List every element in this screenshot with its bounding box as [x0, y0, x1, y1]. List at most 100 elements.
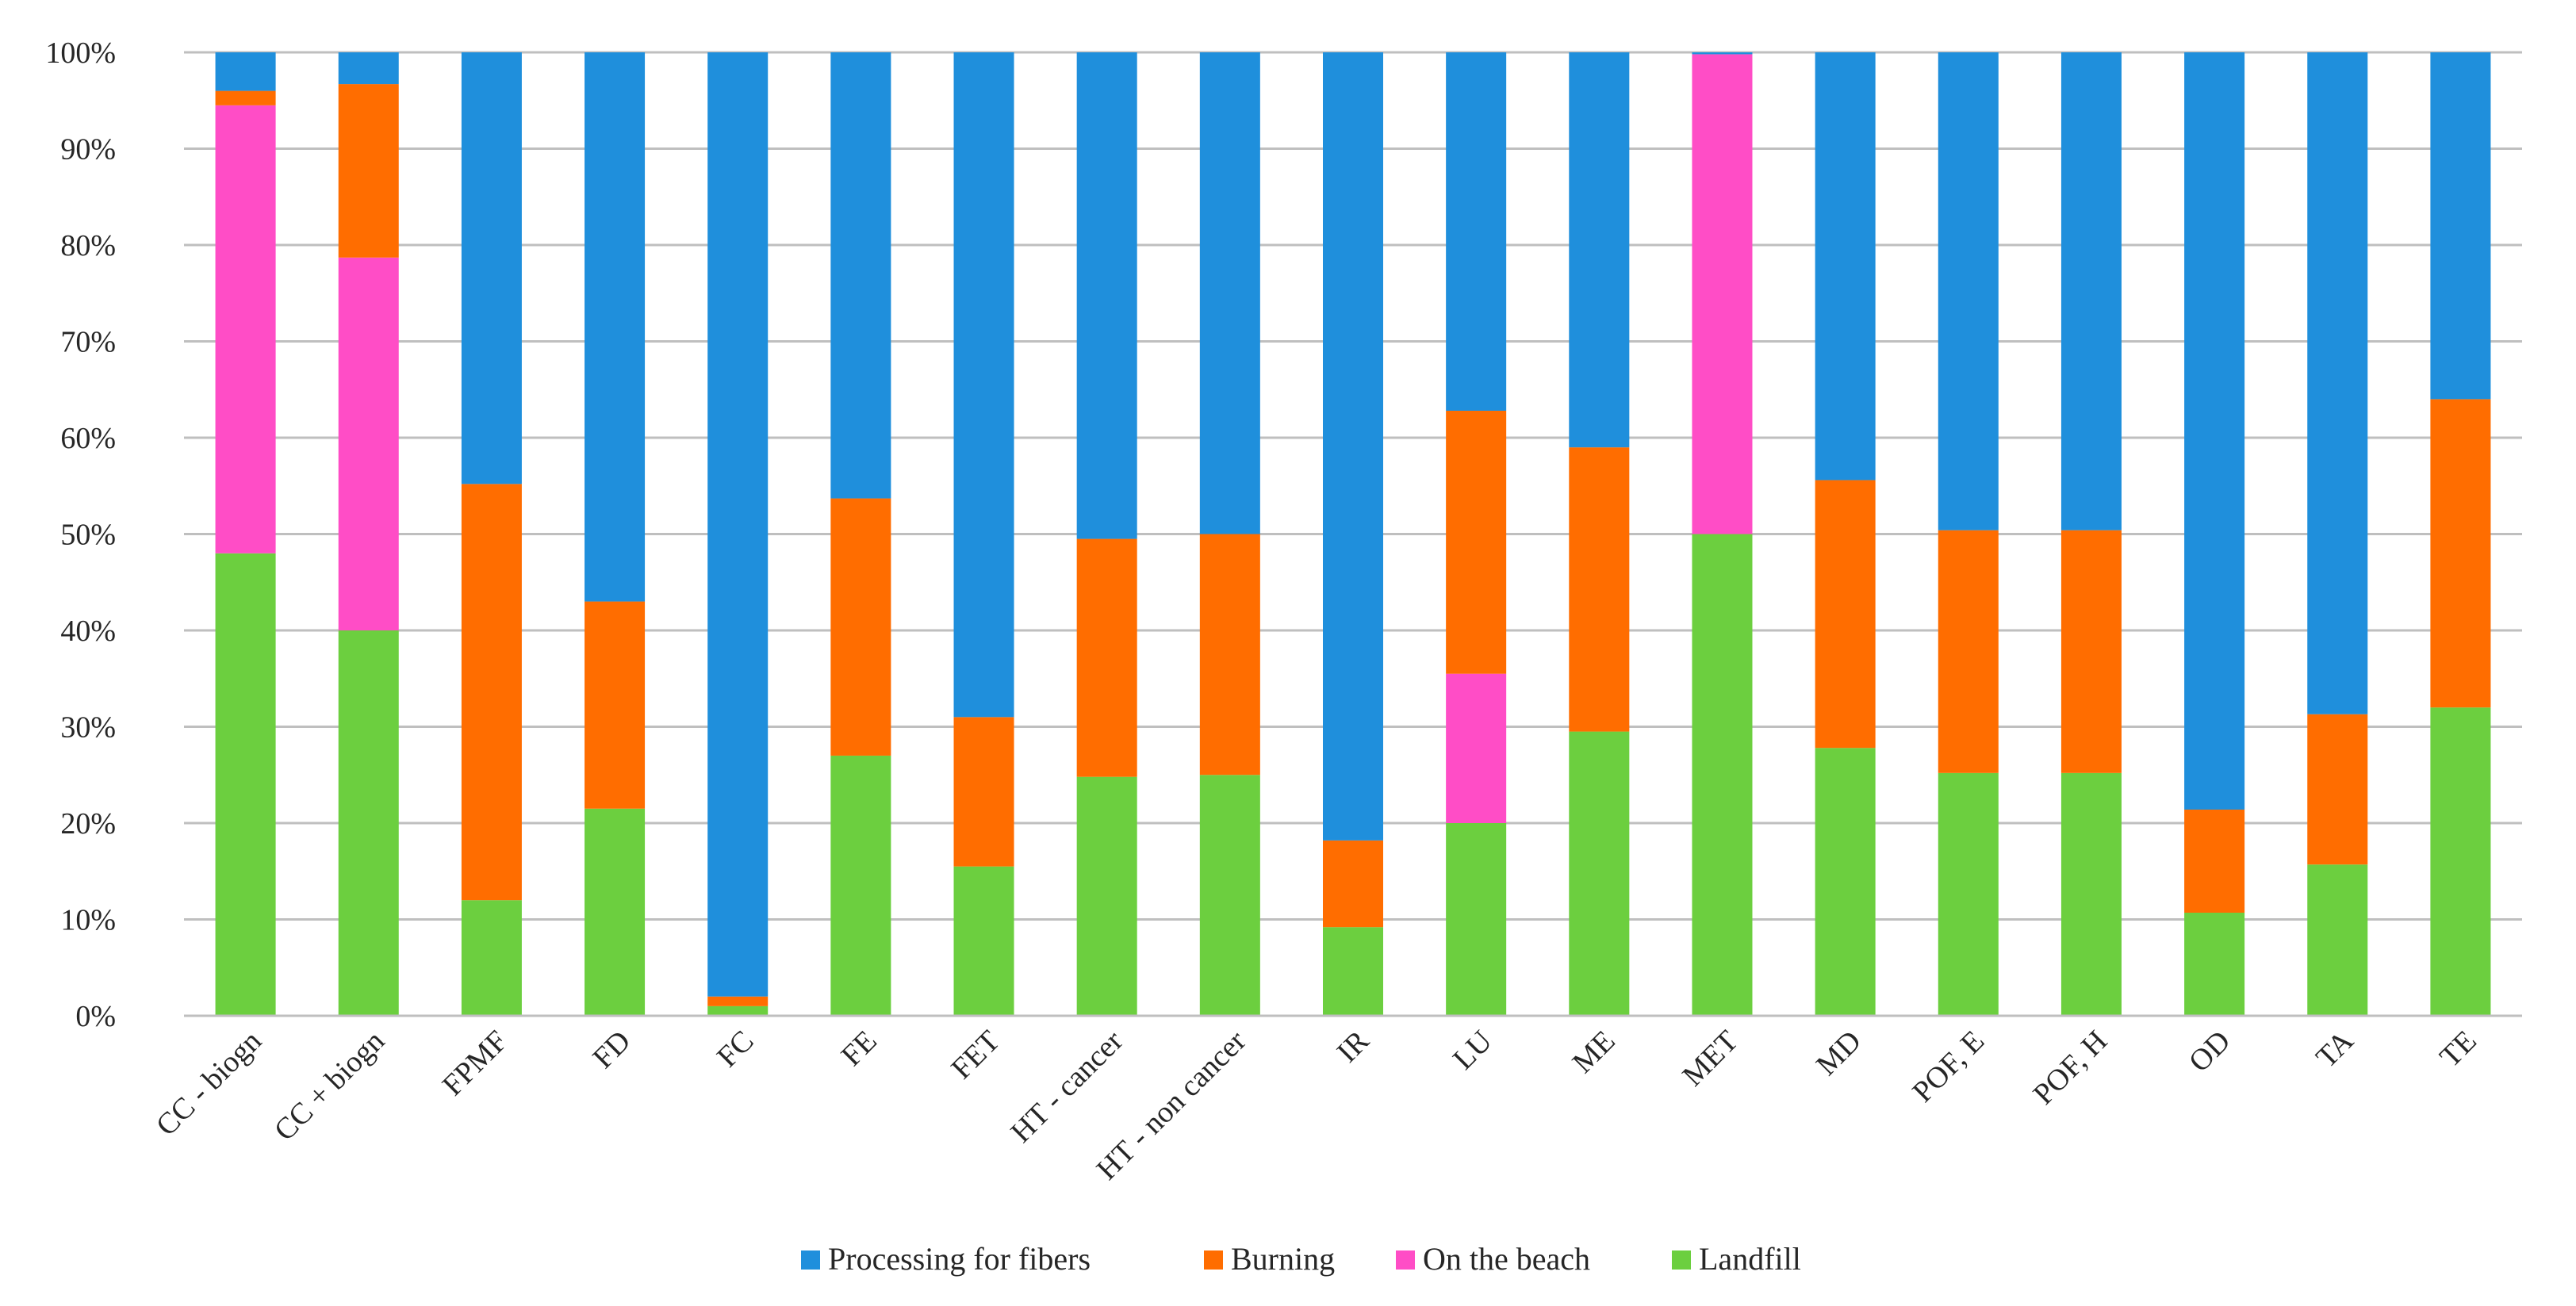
- bar-segment-landfill: [830, 755, 891, 1016]
- bar-segment-burning: [1199, 534, 1260, 776]
- bar-segment-processing-for-fibers: [2060, 52, 2122, 530]
- bar-segment-burning: [1446, 410, 1507, 674]
- bar-segment-processing-for-fibers: [2307, 52, 2368, 714]
- bar-segment-landfill: [585, 808, 646, 1016]
- bar-segment-processing-for-fibers: [1569, 52, 1630, 448]
- legend-label: Burning: [1231, 1241, 1335, 1277]
- x-tick-label: FD: [586, 1025, 637, 1075]
- bar-segment-landfill: [2184, 912, 2245, 1016]
- bar-segment-landfill: [1446, 823, 1507, 1016]
- y-tick-label: 80%: [60, 229, 116, 262]
- bar-segment-burning: [1569, 447, 1630, 732]
- x-tick-label: TE: [2433, 1025, 2483, 1074]
- bar-segment-burning: [1322, 840, 1384, 928]
- x-tick-label: FPMF: [436, 1025, 514, 1102]
- bar-segment-burning: [2307, 714, 2368, 865]
- bar-segment-landfill: [707, 1005, 769, 1016]
- bar-segment-burning: [830, 498, 891, 756]
- bar-segment-processing-for-fibers: [1692, 52, 1753, 55]
- x-tick-label: ME: [1566, 1025, 1622, 1080]
- bar-segment-landfill: [1076, 776, 1137, 1016]
- bar-segment-landfill: [1815, 748, 1876, 1016]
- x-tick-label: OD: [2183, 1025, 2237, 1079]
- y-tick-label: 40%: [60, 615, 116, 648]
- legend-swatch: [1396, 1250, 1415, 1270]
- legend-swatch: [1204, 1250, 1223, 1270]
- bar-segment-processing-for-fibers: [1199, 52, 1260, 534]
- bar-segment-burning: [707, 996, 769, 1006]
- bar-segment-burning: [1076, 538, 1137, 777]
- bar-segment-landfill: [338, 630, 399, 1016]
- bar-segment-burning: [2060, 530, 2122, 773]
- x-tick-label: FET: [945, 1025, 1006, 1086]
- bar-segment-processing-for-fibers: [953, 52, 1014, 718]
- x-tick-label: MET: [1676, 1025, 1744, 1093]
- x-tick-label: IR: [1331, 1024, 1376, 1069]
- bar-segment-burning: [461, 484, 522, 901]
- bar-segment-landfill: [1199, 775, 1260, 1016]
- y-tick-label: 0%: [75, 1000, 116, 1033]
- bar-segment-on-the-beach: [215, 105, 276, 553]
- bar-segment-on-the-beach: [1446, 673, 1507, 823]
- bar-segment-processing-for-fibers: [2184, 52, 2245, 810]
- bar-segment-processing-for-fibers: [1938, 52, 1999, 530]
- legend-label: Processing for fibers: [828, 1241, 1091, 1277]
- bar-segment-processing-for-fibers: [1322, 52, 1384, 841]
- y-axis-tick-labels: 0% 10% 20% 30% 40% 50% 60% 70% 80% 90% 100%: [45, 36, 116, 1033]
- x-tick-label: FE: [835, 1025, 884, 1073]
- bar-segment-landfill: [953, 866, 1014, 1016]
- x-tick-label: CC - biogn: [150, 1025, 268, 1143]
- y-tick-label: 70%: [60, 326, 116, 359]
- bars: [215, 52, 2491, 1016]
- legend: Processing for fibers Burning On the beach…: [801, 1241, 1801, 1277]
- y-tick-label: 60%: [60, 422, 116, 455]
- bar-segment-processing-for-fibers: [585, 52, 646, 602]
- bar-segment-processing-for-fibers: [215, 52, 276, 91]
- bar-segment-processing-for-fibers: [1815, 52, 1876, 481]
- bar-segment-burning: [215, 90, 276, 105]
- legend-label: Landfill: [1699, 1241, 1801, 1277]
- bar-segment-processing-for-fibers: [2430, 52, 2491, 400]
- bar-segment-landfill: [1322, 927, 1384, 1016]
- bar-segment-burning: [1815, 480, 1876, 749]
- bar-segment-landfill: [2430, 707, 2491, 1016]
- bar-segment-landfill: [2307, 864, 2368, 1016]
- x-tick-label: HT - cancer: [1005, 1024, 1130, 1149]
- bar-segment-landfill: [461, 900, 522, 1016]
- bar-segment-burning: [1938, 530, 1999, 773]
- bar-segment-processing-for-fibers: [1446, 52, 1507, 411]
- bar-segment-landfill: [2060, 772, 2122, 1016]
- bar-segment-burning: [2184, 809, 2245, 913]
- bar-segment-landfill: [1569, 731, 1630, 1016]
- x-tick-label: LU: [1447, 1025, 1499, 1077]
- y-tick-label: 30%: [60, 711, 116, 745]
- bar-segment-processing-for-fibers: [338, 52, 399, 85]
- bar-segment-burning: [585, 601, 646, 809]
- y-tick-label: 100%: [45, 36, 116, 70]
- x-tick-label: POF, H: [2027, 1025, 2114, 1112]
- bar-segment-processing-for-fibers: [461, 52, 522, 484]
- bar-segment-landfill: [215, 553, 276, 1016]
- x-tick-label: FC: [711, 1025, 761, 1074]
- bar-segment-burning: [338, 84, 399, 258]
- x-tick-label: TA: [2310, 1024, 2360, 1074]
- bar-segment-processing-for-fibers: [1076, 52, 1137, 539]
- bar-segment-landfill: [1938, 772, 1999, 1016]
- y-tick-label: 90%: [60, 133, 116, 167]
- legend-label: On the beach: [1423, 1241, 1590, 1277]
- bar-segment-processing-for-fibers: [707, 52, 769, 997]
- legend-swatch: [801, 1250, 820, 1270]
- bar-segment-burning: [2430, 399, 2491, 708]
- legend-swatch: [1672, 1250, 1691, 1270]
- bar-segment-processing-for-fibers: [830, 52, 891, 499]
- bar-segment-on-the-beach: [1692, 54, 1753, 534]
- x-tick-label: CC + biogn: [268, 1025, 391, 1147]
- bar-segment-burning: [953, 717, 1014, 867]
- x-tick-label: POF, E: [1906, 1025, 1991, 1109]
- x-tick-label: MD: [1810, 1025, 1868, 1082]
- bar-segment-landfill: [1692, 534, 1753, 1016]
- bar-segment-on-the-beach: [338, 257, 399, 630]
- y-tick-label: 10%: [60, 904, 116, 937]
